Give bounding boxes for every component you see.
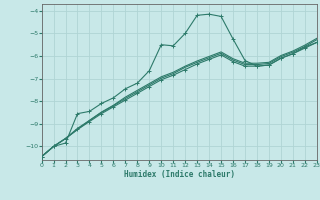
- X-axis label: Humidex (Indice chaleur): Humidex (Indice chaleur): [124, 170, 235, 179]
